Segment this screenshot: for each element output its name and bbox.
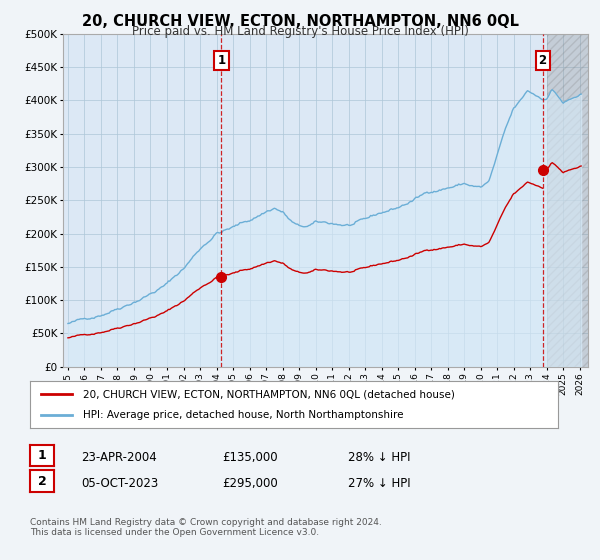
- HPI: Average price, detached house, North Northamptonshire: (2e+03, 6.5e+04): Average price, detached house, North Nor…: [64, 320, 71, 327]
- HPI: Average price, detached house, North Northamptonshire: (2.03e+03, 4.04e+05): Average price, detached house, North Nor…: [572, 94, 579, 101]
- Text: 1: 1: [217, 54, 226, 67]
- Line: HPI: Average price, detached house, North Northamptonshire: HPI: Average price, detached house, Nort…: [68, 90, 581, 324]
- 20, CHURCH VIEW, ECTON, NORTHAMPTON, NN6 0QL (detached house): [539, 185, 546, 192]
- 20, CHURCH VIEW, ECTON, NORTHAMPTON, NN6 0QL (detached house): [218, 273, 226, 280]
- Text: 05-OCT-2023: 05-OCT-2023: [81, 477, 158, 490]
- Text: 2: 2: [38, 474, 46, 488]
- 20, CHURCH VIEW, ECTON, NORTHAMPTON, NN6 0QL (detached house): [239, 267, 246, 273]
- Line: 20, CHURCH VIEW, ECTON, NORTHAMPTON, NN6 0QL (detached house): 20, CHURCH VIEW, ECTON, NORTHAMPTON, NN6…: [222, 182, 542, 277]
- 20, CHURCH VIEW, ECTON, NORTHAMPTON, NN6 0QL (detached house): [424, 246, 431, 253]
- HPI: Average price, detached house, North Northamptonshire: (2.02e+03, 4.16e+05): Average price, detached house, North Nor…: [548, 86, 556, 93]
- Text: £135,000: £135,000: [222, 451, 278, 464]
- HPI: Average price, detached house, North Northamptonshire: (2.02e+03, 2.61e+05): Average price, detached house, North Nor…: [421, 190, 428, 197]
- 20, CHURCH VIEW, ECTON, NORTHAMPTON, NN6 0QL (detached house): [312, 266, 319, 273]
- Text: 2: 2: [539, 54, 547, 67]
- 20, CHURCH VIEW, ECTON, NORTHAMPTON, NN6 0QL (detached house): [521, 181, 529, 188]
- HPI: Average price, detached house, North Northamptonshire: (2.01e+03, 2.11e+05): Average price, detached house, North Nor…: [298, 223, 305, 230]
- Text: 20, CHURCH VIEW, ECTON, NORTHAMPTON, NN6 0QL (detached house): 20, CHURCH VIEW, ECTON, NORTHAMPTON, NN6…: [83, 389, 455, 399]
- HPI: Average price, detached house, North Northamptonshire: (2e+03, 1.39e+05): Average price, detached house, North Nor…: [175, 271, 182, 278]
- Text: HPI: Average price, detached house, North Northamptonshire: HPI: Average price, detached house, Nort…: [83, 410, 403, 420]
- 20, CHURCH VIEW, ECTON, NORTHAMPTON, NN6 0QL (detached house): [525, 179, 532, 186]
- 20, CHURCH VIEW, ECTON, NORTHAMPTON, NN6 0QL (detached house): [340, 269, 347, 276]
- Text: Contains HM Land Registry data © Crown copyright and database right 2024.
This d: Contains HM Land Registry data © Crown c…: [30, 518, 382, 538]
- HPI: Average price, detached house, North Northamptonshire: (2.03e+03, 4.09e+05): Average price, detached house, North Nor…: [578, 91, 585, 97]
- Text: 28% ↓ HPI: 28% ↓ HPI: [348, 451, 410, 464]
- 20, CHURCH VIEW, ECTON, NORTHAMPTON, NN6 0QL (detached house): [524, 179, 531, 185]
- Text: 1: 1: [38, 449, 46, 462]
- Text: 23-APR-2004: 23-APR-2004: [81, 451, 157, 464]
- HPI: Average price, detached house, North Northamptonshire: (2e+03, 1.29e+05): Average price, detached house, North Nor…: [165, 278, 172, 284]
- Text: 20, CHURCH VIEW, ECTON, NORTHAMPTON, NN6 0QL: 20, CHURCH VIEW, ECTON, NORTHAMPTON, NN6…: [82, 14, 518, 29]
- HPI: Average price, detached house, North Northamptonshire: (2e+03, 1.2e+05): Average price, detached house, North Nor…: [158, 283, 165, 290]
- Bar: [547, 34, 600, 367]
- Text: Price paid vs. HM Land Registry's House Price Index (HPI): Price paid vs. HM Land Registry's House …: [131, 25, 469, 38]
- Text: 27% ↓ HPI: 27% ↓ HPI: [348, 477, 410, 490]
- Text: £295,000: £295,000: [222, 477, 278, 490]
